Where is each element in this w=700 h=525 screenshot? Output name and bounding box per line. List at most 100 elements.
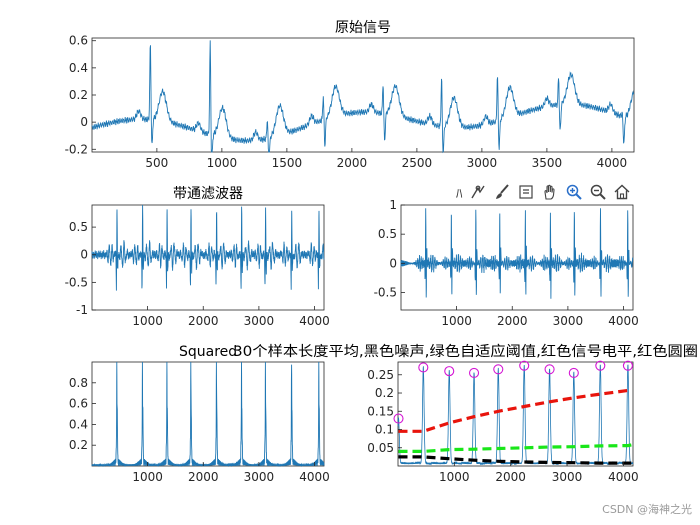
squared-axes: 1000 2000 3000 4000 0.2 0.4 0.6 0.8 Squared <box>69 344 330 484</box>
bandpass-y-tick-label: -0.5 <box>65 275 88 289</box>
raw-x-tick-label: 2000 <box>337 156 368 170</box>
thresholds-y-tick-label: 0.05 <box>367 441 394 455</box>
raw-x-tick-label: 2500 <box>402 156 433 170</box>
detected-r-peak-circle <box>444 366 455 377</box>
derivative-series-line <box>400 208 634 299</box>
detected-r-peak-circle <box>568 367 579 378</box>
raw-axes-frame <box>91 37 635 153</box>
raw-y-tick-label: 0.6 <box>69 34 88 48</box>
data-tip-icon[interactable] <box>468 182 489 203</box>
derivative-x-tick-label: 1000 <box>441 314 472 328</box>
thresholds-x-tick-label: 3000 <box>552 470 583 484</box>
raw-x-tick-label: 3000 <box>467 156 498 170</box>
squared-y-ticks: 0.2 0.4 0.6 0.8 <box>69 376 96 452</box>
brush-icon[interactable] <box>492 182 513 203</box>
derivative-y-tick-label: 0.5 <box>378 227 397 241</box>
toolbar-label: ﾊ <box>456 186 463 202</box>
thresholds-x-tick-label: 1000 <box>439 470 470 484</box>
thresholds-x-ticks: 1000 2000 3000 4000 <box>439 462 639 484</box>
squared-y-tick-label: 0.4 <box>69 417 88 431</box>
derivative-x-tick-label: 3000 <box>553 314 584 328</box>
derivative-y-tick-label: 0 <box>389 256 397 270</box>
derivative-axes: 1000 2000 3000 4000 -0.5 0 0.5 1 <box>374 198 639 328</box>
thresholds-plot-area <box>393 360 634 466</box>
raw-x-ticks: 500 1000 1500 2000 2500 3000 3500 4000 <box>145 148 627 170</box>
bandpass-axes: 1000 2000 3000 4000 -1 -0.5 0 0.5 带通滤波器 <box>65 186 330 328</box>
signal-level-red-dashed-line <box>398 387 633 433</box>
noise-level-black-dashed-line <box>398 455 632 465</box>
bandpass-x-tick-label: 1000 <box>132 314 163 328</box>
pan-window-icon[interactable] <box>516 182 537 203</box>
thresholds-x-tick-label: 4000 <box>608 470 639 484</box>
bandpass-x-ticks: 1000 2000 3000 4000 <box>132 306 330 328</box>
bandpass-y-tick-label: 0.5 <box>69 220 88 234</box>
raw-y-tick-label: 0.2 <box>69 88 88 102</box>
thresholds-title: 30个样本长度平均,黑色噪声,绿色自适应阈值,红色信号电平,红色圆圈 <box>233 343 698 360</box>
raw-plot-area <box>91 40 635 154</box>
raw-x-tick-label: 1500 <box>272 156 303 170</box>
squared-series-line <box>91 361 325 468</box>
raw-y-tick-label: 0.4 <box>69 61 88 75</box>
squared-axes-frame <box>91 361 325 467</box>
bandpass-plot-area <box>91 204 325 291</box>
raw-y-tick-label: 0 <box>80 115 88 129</box>
zoom-in-icon[interactable] <box>564 182 585 203</box>
raw-x-tick-label: 500 <box>145 156 168 170</box>
derivative-y-tick-label: 1 <box>389 198 397 212</box>
derivative-x-tick-label: 2000 <box>497 314 528 328</box>
thresholds-y-tick-label: 0.1 <box>375 423 394 437</box>
squared-y-tick-label: 0.2 <box>69 438 88 452</box>
detected-r-peak-circle <box>595 360 606 371</box>
detected-r-peak-circle <box>544 364 555 375</box>
detected-r-peak-circle <box>468 367 480 378</box>
squared-y-tick-label: 0.6 <box>69 397 88 411</box>
bandpass-x-tick-label: 3000 <box>244 314 275 328</box>
raw-ecg-series-line <box>91 40 635 154</box>
raw-x-tick-label: 1000 <box>207 156 238 170</box>
detected-r-peak-circle <box>393 413 404 424</box>
bandpass-title: 带通滤波器 <box>173 186 243 202</box>
detected-r-peak-circle <box>418 362 429 373</box>
detected-r-peak-circle <box>493 364 504 375</box>
raw-x-tick-label: 3500 <box>532 156 563 170</box>
squared-y-tick-label: 0.8 <box>69 376 88 390</box>
squared-x-tick-label: 1000 <box>132 470 163 484</box>
squared-x-ticks: 1000 2000 3000 4000 <box>132 462 330 484</box>
squared-plot-area <box>91 361 325 468</box>
adaptive-threshold-green-dashed-line <box>398 443 633 453</box>
thresholds-y-tick-label: 0.2 <box>375 386 394 400</box>
bandpass-y-tick-label: -1 <box>76 303 88 317</box>
squared-x-tick-label: 3000 <box>244 470 275 484</box>
thresholds-axes: 1000 2000 3000 4000 0.05 0.1 0.15 0.2 0.25 30个样… <box>233 343 698 484</box>
raw-title: 原始信号 <box>335 20 391 36</box>
hand-pan-icon[interactable] <box>540 182 561 203</box>
bandpass-y-ticks: -1 -0.5 0 0.5 <box>65 220 96 317</box>
figure-toolbar: ﾊ <box>456 181 633 203</box>
bandpass-series-line <box>91 204 325 291</box>
squared-title: Squared <box>179 344 237 360</box>
derivative-x-ticks: 1000 2000 3000 4000 <box>441 306 639 328</box>
thresholds-x-tick-label: 2000 <box>495 470 526 484</box>
derivative-y-tick-label: -0.5 <box>374 286 397 300</box>
squared-x-tick-label: 4000 <box>299 470 330 484</box>
thresholds-y-tick-label: 0.25 <box>367 368 394 382</box>
raw-y-ticks: -0.2 0 0.2 0.4 0.6 <box>65 34 96 156</box>
moving-average-series-line <box>397 364 634 466</box>
detected-r-peak-circle <box>622 360 633 371</box>
raw-signal-axes: 500 1000 1500 2000 2500 3000 3500 4000 -0.2 0 0.2… <box>65 20 635 170</box>
derivative-y-ticks: -0.5 0 0.5 1 <box>374 198 405 300</box>
bandpass-x-tick-label: 2000 <box>188 314 219 328</box>
derivative-x-tick-label: 4000 <box>608 314 639 328</box>
home-icon[interactable] <box>612 182 633 203</box>
bandpass-x-tick-label: 4000 <box>299 314 330 328</box>
raw-x-tick-label: 4000 <box>597 156 628 170</box>
derivative-plot-area <box>400 208 634 299</box>
detected-r-peak-circle <box>519 360 530 371</box>
raw-y-tick-label: -0.2 <box>65 142 88 156</box>
squared-x-tick-label: 2000 <box>188 470 219 484</box>
thresholds-y-tick-label: 0.15 <box>367 404 394 418</box>
thresholds-y-ticks: 0.05 0.1 0.15 0.2 0.25 <box>367 368 402 455</box>
zoom-out-icon[interactable] <box>588 182 609 203</box>
csdn-watermark: CSDN @海神之光 <box>602 503 692 516</box>
